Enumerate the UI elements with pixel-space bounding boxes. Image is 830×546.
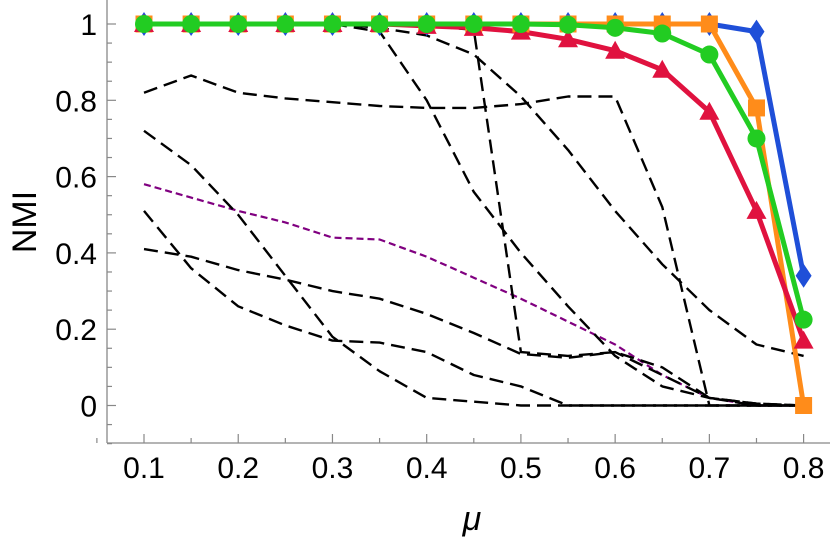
- series-3-point: [464, 15, 483, 33]
- series-3-point: [747, 129, 766, 148]
- series-3-point: [323, 15, 342, 33]
- series-line-3: [144, 21, 807, 321]
- tick-labels: 0.1 0.2 0.3 0.4 0.5 0.6 0.7 0.8 0 0.2 0.4 0.6 0.8 1: [55, 9, 824, 485]
- series-line-4: [143, 183, 804, 407]
- y-tick-label: 0.4: [55, 238, 97, 271]
- series-1-point: [700, 15, 718, 33]
- x-tick-label: 0.6: [594, 452, 636, 485]
- series-0-point: [748, 19, 765, 44]
- x-tick-label: 0.5: [500, 452, 542, 485]
- marker-layer: [134, 12, 814, 414]
- x-tick-label: 0.2: [217, 452, 259, 485]
- axes: [106, 0, 830, 444]
- y-axis-title: NMI: [6, 191, 44, 253]
- series-2-point: [699, 101, 720, 120]
- series-layer: [143, 21, 807, 407]
- series-line-10: [143, 210, 804, 407]
- y-tick-label: 0.2: [55, 314, 97, 347]
- series-line-8: [144, 22, 804, 407]
- series-2-point: [558, 29, 579, 48]
- series-3-point: [794, 310, 813, 329]
- series-2-point: [793, 330, 814, 349]
- series-3-point: [276, 15, 295, 33]
- ticks: [96, 23, 805, 445]
- y-tick-label: 0.6: [55, 162, 97, 195]
- series-3-point: [653, 24, 672, 43]
- series-2-point: [605, 40, 626, 59]
- x-tick-label: 0.4: [406, 452, 448, 485]
- series-3-point: [135, 15, 153, 33]
- y-tick-label: 1: [80, 9, 97, 42]
- series-line-2: [144, 21, 806, 342]
- x-tick-label: 0.8: [783, 452, 825, 485]
- series-3-point: [182, 15, 201, 33]
- y-tick-label: 0.8: [55, 85, 97, 118]
- series-3-point: [559, 15, 578, 34]
- series-2-point: [746, 200, 767, 219]
- series-3-point: [229, 15, 248, 33]
- x-axis-title: μ: [462, 500, 482, 538]
- series-line-11: [143, 247, 804, 407]
- series-3-point: [511, 15, 530, 33]
- series-2-point: [652, 59, 673, 78]
- series-line-1: [144, 21, 807, 406]
- series-1-point: [795, 397, 813, 414]
- series-line-6: [144, 22, 804, 407]
- series-line-9: [143, 129, 804, 407]
- y-tick-label: 0: [80, 391, 97, 424]
- series-3-point: [606, 18, 625, 37]
- series-0-point: [795, 263, 812, 288]
- x-tick-label: 0.1: [123, 452, 165, 485]
- series-1-point: [747, 99, 765, 117]
- series-line-5: [143, 74, 804, 407]
- series-3-point: [417, 15, 436, 33]
- x-tick-label: 0.3: [312, 452, 354, 485]
- series-3-point: [700, 45, 719, 64]
- x-tick-label: 0.7: [689, 452, 731, 485]
- series-3-point: [370, 15, 389, 33]
